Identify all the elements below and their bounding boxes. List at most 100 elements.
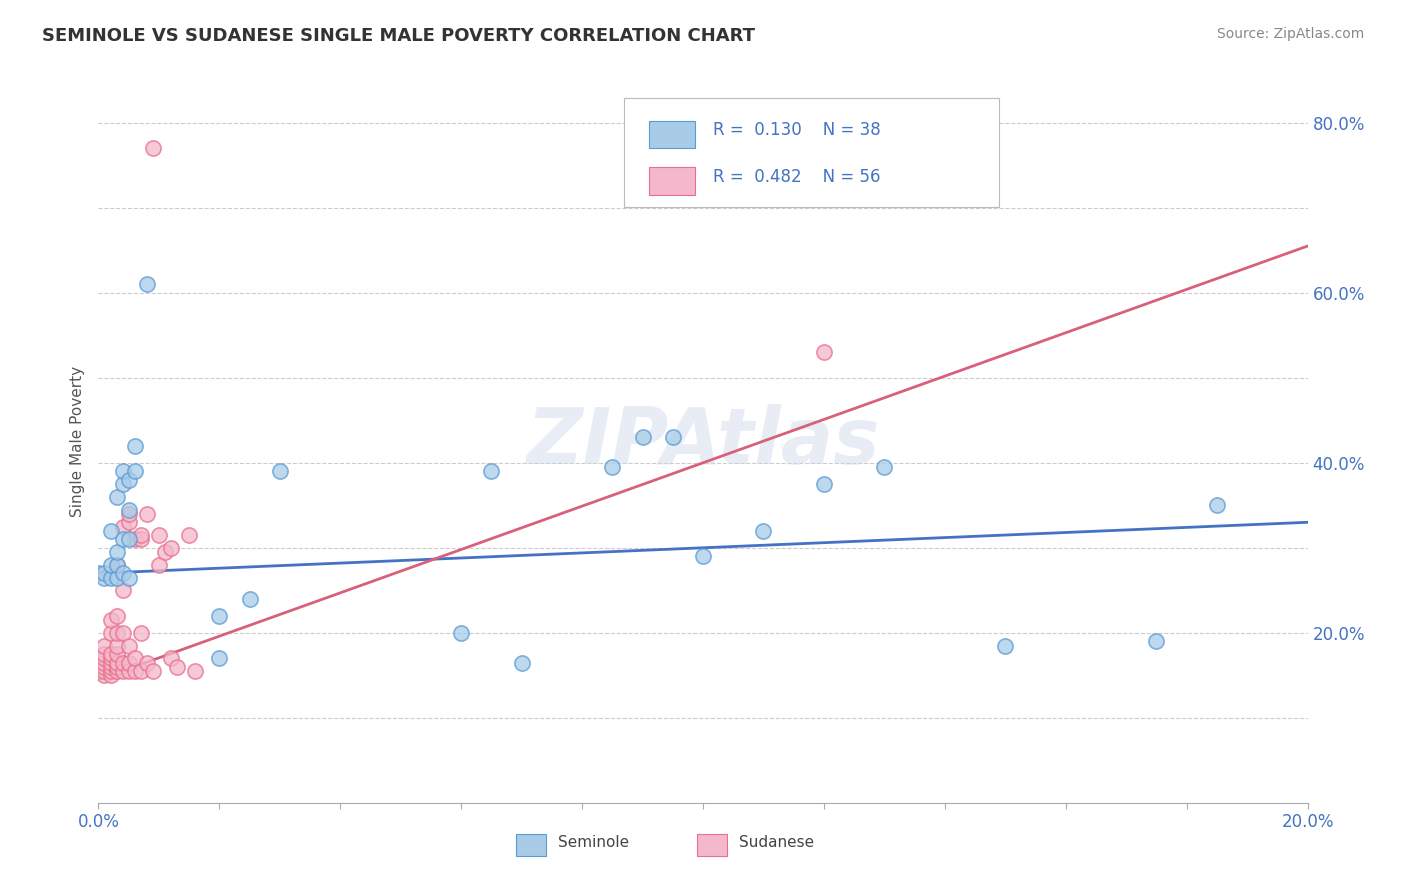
Point — [87, 660, 110, 674]
Point — [100, 656, 122, 670]
Point — [100, 524, 122, 538]
Point — [100, 660, 122, 674]
FancyBboxPatch shape — [697, 834, 727, 855]
Y-axis label: Single Male Poverty: Single Male Poverty — [70, 366, 86, 517]
Point — [481, 464, 503, 478]
Point — [93, 566, 115, 581]
Point — [813, 477, 835, 491]
Point — [111, 625, 134, 640]
Point — [510, 656, 533, 670]
Point — [105, 608, 128, 623]
Point — [111, 566, 134, 581]
Point — [239, 591, 262, 606]
Point — [269, 464, 291, 478]
Point — [93, 647, 115, 661]
Point — [93, 668, 115, 682]
Point — [813, 345, 835, 359]
Point — [87, 664, 110, 678]
Point — [124, 439, 146, 453]
Point — [100, 668, 122, 682]
Point — [93, 656, 115, 670]
Point — [118, 516, 141, 530]
Point — [124, 533, 146, 547]
Point — [631, 430, 654, 444]
Point — [105, 558, 128, 572]
Point — [105, 656, 128, 670]
Text: Seminole: Seminole — [558, 835, 628, 850]
Point — [105, 625, 128, 640]
Point — [93, 651, 115, 665]
Point — [111, 583, 134, 598]
Point — [124, 464, 146, 478]
Point — [118, 656, 141, 670]
Point — [100, 613, 122, 627]
Point — [450, 625, 472, 640]
Point — [100, 651, 122, 665]
Point — [129, 664, 152, 678]
Point — [105, 545, 128, 559]
Point — [93, 664, 115, 678]
Point — [111, 477, 134, 491]
Point — [100, 570, 122, 584]
Point — [105, 639, 128, 653]
Point — [661, 430, 683, 444]
Point — [1144, 634, 1167, 648]
Point — [87, 656, 110, 670]
FancyBboxPatch shape — [624, 98, 1000, 207]
Text: ZIPAtlas: ZIPAtlas — [526, 403, 880, 480]
Point — [135, 507, 157, 521]
Text: R =  0.482    N = 56: R = 0.482 N = 56 — [713, 168, 880, 186]
Point — [1206, 498, 1229, 512]
Point — [129, 625, 152, 640]
Point — [118, 664, 141, 678]
Point — [160, 651, 183, 665]
Point — [692, 549, 714, 564]
Point — [148, 558, 170, 572]
Point — [111, 656, 134, 670]
Point — [135, 656, 157, 670]
Point — [100, 664, 122, 678]
Point — [208, 651, 231, 665]
Point — [602, 460, 624, 475]
Point — [148, 528, 170, 542]
Point — [124, 664, 146, 678]
Text: R =  0.130    N = 38: R = 0.130 N = 38 — [713, 121, 880, 139]
Point — [118, 570, 141, 584]
Point — [111, 664, 134, 678]
Point — [87, 566, 110, 581]
Point — [129, 528, 152, 542]
Point — [100, 647, 122, 661]
Point — [142, 141, 165, 155]
Point — [118, 502, 141, 516]
Point — [166, 660, 188, 674]
Point — [124, 651, 146, 665]
Point — [93, 570, 115, 584]
Point — [100, 625, 122, 640]
Point — [118, 473, 141, 487]
Text: Source: ZipAtlas.com: Source: ZipAtlas.com — [1216, 27, 1364, 41]
Point — [100, 558, 122, 572]
Point — [93, 639, 115, 653]
Point — [105, 660, 128, 674]
Point — [105, 490, 128, 504]
Point — [118, 639, 141, 653]
Point — [105, 664, 128, 678]
Point — [135, 277, 157, 292]
Point — [153, 545, 176, 559]
Point — [111, 519, 134, 533]
Point — [118, 507, 141, 521]
Point — [752, 524, 775, 538]
Point — [105, 570, 128, 584]
Point — [179, 528, 201, 542]
Text: SEMINOLE VS SUDANESE SINGLE MALE POVERTY CORRELATION CHART: SEMINOLE VS SUDANESE SINGLE MALE POVERTY… — [42, 27, 755, 45]
Point — [111, 533, 134, 547]
FancyBboxPatch shape — [516, 834, 546, 855]
Point — [118, 533, 141, 547]
FancyBboxPatch shape — [648, 168, 695, 194]
Point — [873, 460, 896, 475]
Point — [105, 558, 128, 572]
Point — [208, 608, 231, 623]
Point — [160, 541, 183, 555]
FancyBboxPatch shape — [648, 121, 695, 148]
Point — [93, 660, 115, 674]
